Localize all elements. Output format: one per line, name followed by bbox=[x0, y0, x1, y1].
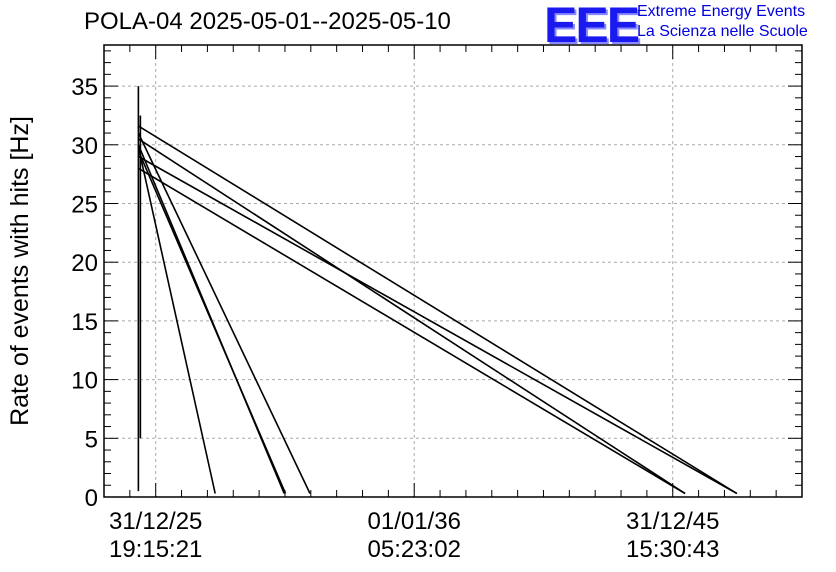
y-tick-labels: 0 5 10 15 20 25 30 35 bbox=[71, 74, 98, 512]
plot-frame bbox=[103, 44, 803, 498]
logo-mark: EEE bbox=[544, 0, 640, 53]
logo-tagline-2: La Scienza nelle Scuole bbox=[637, 23, 808, 40]
axis-ticks bbox=[103, 45, 803, 498]
y-axis-label: Rate of events with hits [Hz] bbox=[6, 116, 34, 426]
y-tick-label: 0 bbox=[85, 485, 98, 512]
x-tick-label-time: 05:23:02 bbox=[368, 536, 461, 563]
y-tick-label: 5 bbox=[85, 426, 98, 453]
x-tick-label-time: 15:30:43 bbox=[626, 536, 719, 563]
series-line-1 bbox=[137, 125, 738, 495]
logo-tagline-1: Extreme Energy Events bbox=[637, 3, 806, 20]
y-tick-label: 20 bbox=[71, 250, 98, 277]
series-line-8 bbox=[137, 146, 216, 494]
x-tick-label-date: 31/12/45 bbox=[626, 508, 719, 535]
y-tick-label: 25 bbox=[71, 191, 98, 218]
series-line-5 bbox=[137, 132, 311, 494]
chart-title: POLA-04 2025-05-01--2025-05-10 bbox=[84, 8, 451, 35]
grid-lines bbox=[104, 45, 802, 497]
series-lines bbox=[137, 86, 738, 495]
y-tick-label: 35 bbox=[71, 74, 98, 101]
x-tick-label-date: 31/12/25 bbox=[109, 508, 202, 535]
series-line-4 bbox=[137, 167, 686, 495]
series-line-3 bbox=[137, 138, 686, 495]
y-tick-label: 15 bbox=[71, 309, 98, 336]
x-tick-label-time: 19:15:21 bbox=[109, 536, 202, 563]
y-tick-label: 30 bbox=[71, 133, 98, 160]
series-line-7 bbox=[137, 150, 287, 494]
x-tick-label-date: 01/01/36 bbox=[368, 508, 461, 535]
y-tick-label: 10 bbox=[71, 368, 98, 395]
series-line-2 bbox=[138, 155, 738, 495]
